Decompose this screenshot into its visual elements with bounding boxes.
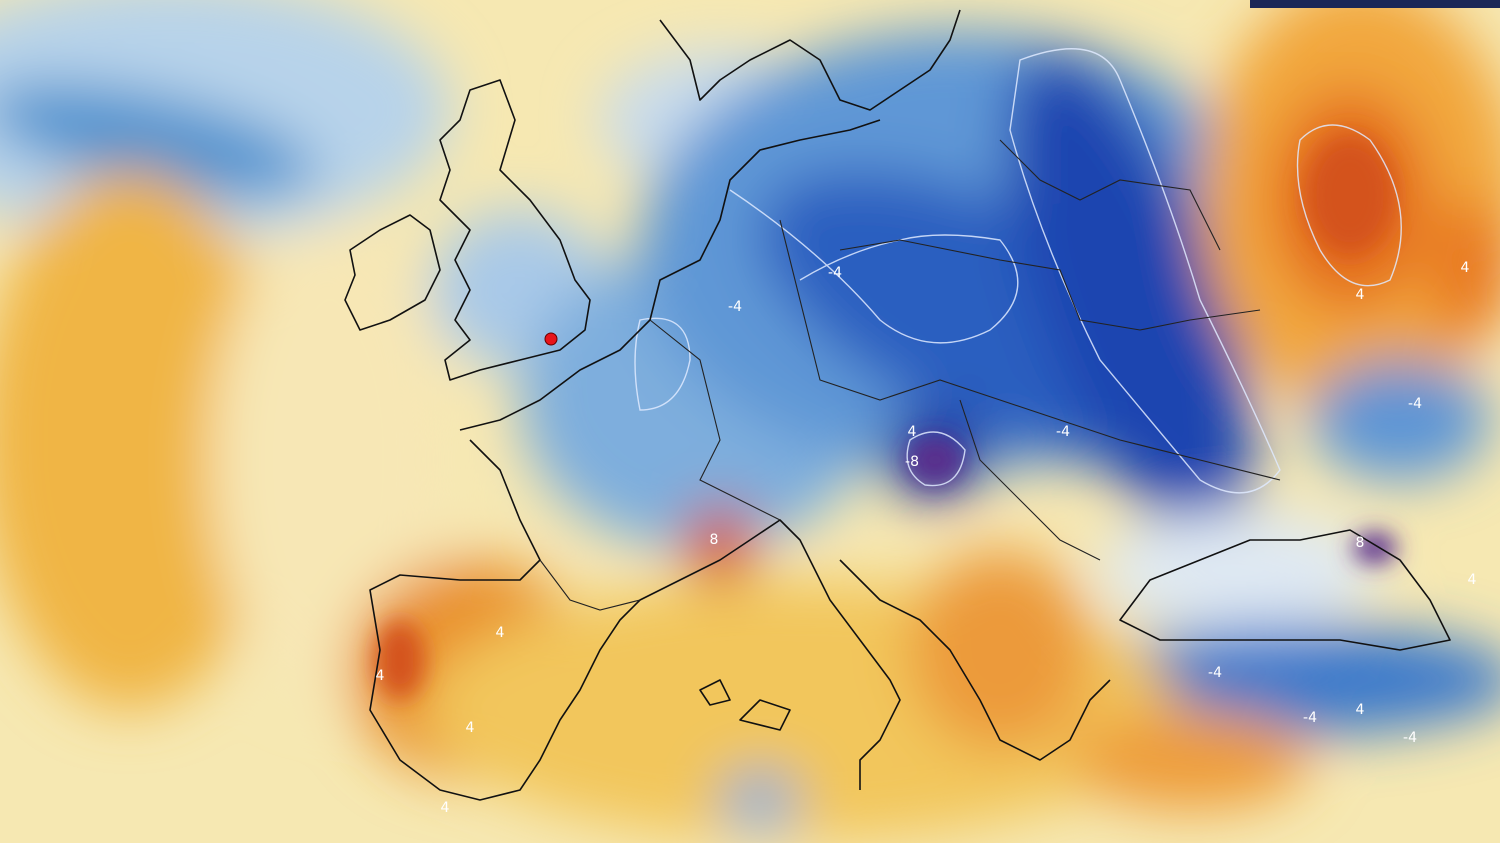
- contour-label: -8: [905, 454, 919, 470]
- contour-label: 8: [1356, 535, 1365, 551]
- contour-label: 8: [710, 532, 719, 548]
- anomaly-peaks: [375, 135, 1397, 700]
- contour-label: -4: [1403, 730, 1417, 746]
- contour-label: 4: [908, 424, 917, 440]
- contour-label: -4: [1408, 396, 1422, 412]
- contour-label: 4: [1461, 260, 1470, 276]
- contour-label: 4: [1468, 572, 1477, 588]
- contour-label: -4: [828, 265, 842, 281]
- borders: [539, 139, 1281, 611]
- top-bar: [1250, 0, 1500, 8]
- contour-label: -4: [1208, 665, 1222, 681]
- coastlines: [344, 9, 1451, 801]
- contour-label: 4: [441, 800, 450, 816]
- contour-label: -4: [728, 299, 742, 315]
- contour-label: 4: [1356, 287, 1365, 303]
- contour-label: 4: [496, 625, 505, 641]
- contour-label: -4: [1056, 424, 1070, 440]
- contour-labels: -4 -4 4 4 -8 4 -4 -4 8 8 4 4 4 -4 -4 4 -4 4 4: [376, 260, 1477, 816]
- contour-label: -4: [1303, 710, 1317, 726]
- contour-label: 4: [1356, 702, 1365, 718]
- location-marker: [544, 332, 558, 346]
- contour-label: 4: [376, 668, 385, 684]
- contours: [634, 48, 1402, 494]
- contour-label: 4: [466, 720, 475, 736]
